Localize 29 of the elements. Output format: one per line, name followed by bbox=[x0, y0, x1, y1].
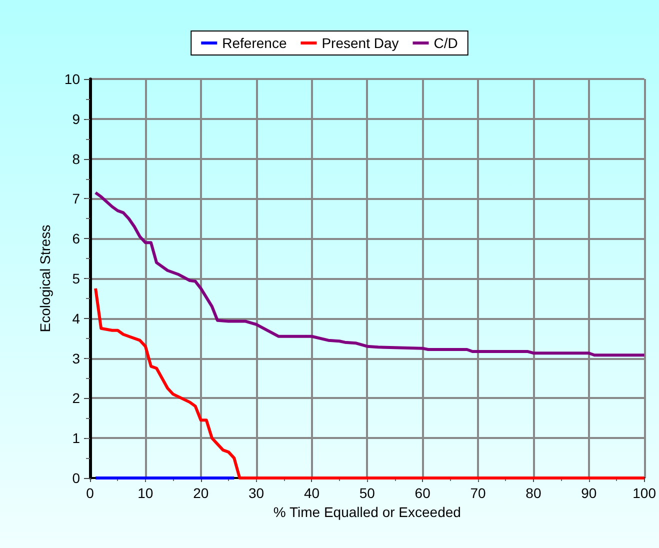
y-tick-label: 9 bbox=[72, 110, 80, 127]
x-tick-label: 100 bbox=[632, 485, 656, 501]
x-tick-label: 0 bbox=[86, 485, 94, 501]
line-series bbox=[94, 286, 646, 480]
line-series bbox=[94, 191, 646, 357]
x-tick-label: 50 bbox=[359, 485, 376, 501]
y-axis-title: Ecological Stress bbox=[37, 224, 53, 332]
y-tick-label: 2 bbox=[72, 390, 80, 406]
y-tick-label: 1 bbox=[72, 430, 80, 446]
y-tick-label: 3 bbox=[72, 350, 80, 366]
y-tick-label: 6 bbox=[72, 230, 80, 247]
y-tick-label: 5 bbox=[72, 270, 80, 286]
x-tick-label: 20 bbox=[193, 485, 209, 501]
legend-label: Reference bbox=[222, 35, 287, 51]
y-tick-label: 8 bbox=[72, 150, 80, 167]
x-tick-label: 70 bbox=[470, 485, 486, 501]
y-tick-label: 0 bbox=[72, 470, 80, 486]
y-tick-label: 4 bbox=[72, 310, 80, 326]
x-tick-label: 10 bbox=[138, 485, 154, 501]
x-axis-title: % Time Equalled or Exceeded bbox=[273, 504, 461, 520]
x-tick-label: 80 bbox=[526, 485, 542, 501]
legend-label: Present Day bbox=[322, 35, 399, 51]
y-tick-label: 7 bbox=[72, 190, 80, 207]
legend-label: C/D bbox=[434, 35, 458, 51]
x-tick-label: 90 bbox=[581, 485, 597, 501]
x-tick-label: 30 bbox=[248, 485, 264, 501]
y-tick-label: 10 bbox=[64, 71, 80, 87]
x-tick-label: 40 bbox=[304, 485, 320, 501]
x-tick-label: 60 bbox=[414, 485, 431, 501]
